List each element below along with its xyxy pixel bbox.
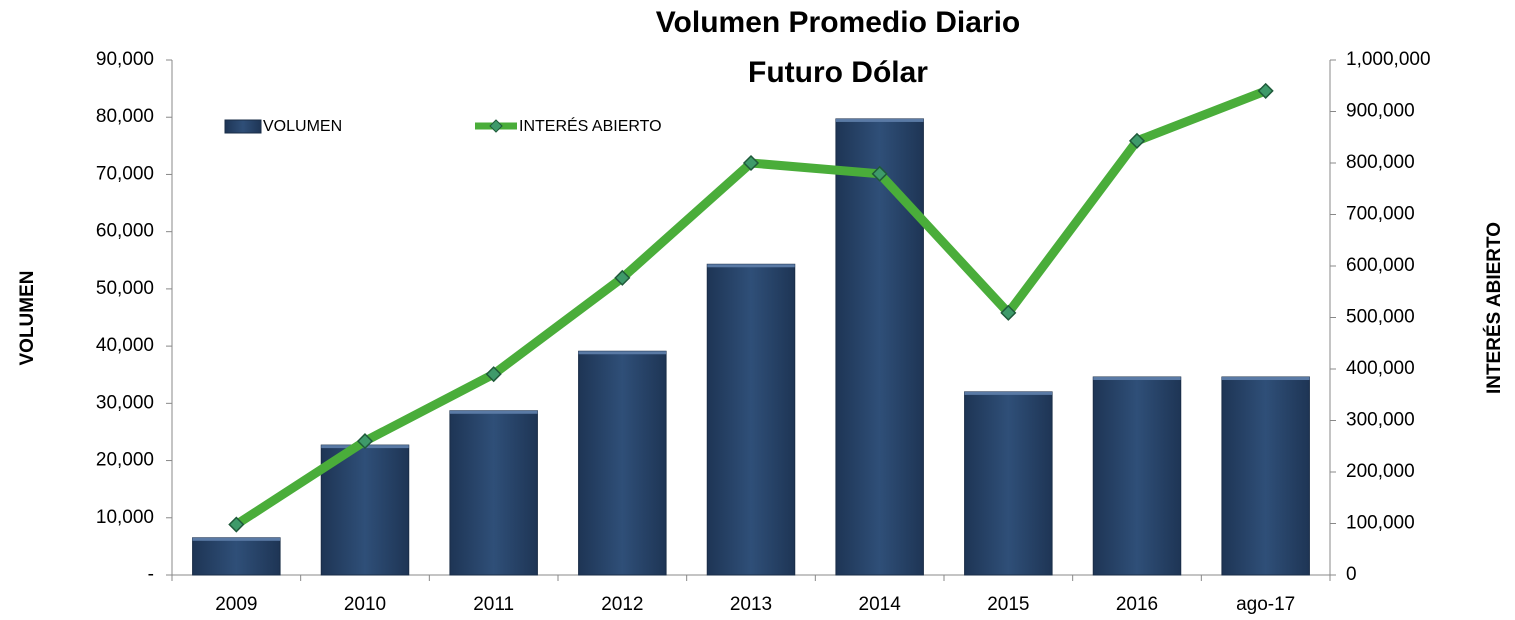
bar [1092, 376, 1182, 576]
y2-tick-label: 500,000 [1346, 307, 1415, 328]
y2-tick-label: 200,000 [1346, 461, 1415, 482]
bar [449, 410, 538, 576]
x-tick-label: 2012 [601, 594, 643, 615]
y2-tick-label: 600,000 [1346, 255, 1415, 276]
y-tick-label: 20,000 [96, 450, 154, 471]
bar [706, 263, 796, 576]
x-tick-label: 2015 [987, 594, 1029, 615]
bar [1221, 376, 1310, 576]
y-tick-label: - [148, 564, 154, 585]
y-tick-label: 30,000 [96, 392, 154, 413]
marker [742, 154, 760, 172]
y2-tick-label: 1,000,000 [1346, 49, 1431, 70]
marker [871, 165, 888, 182]
bar-highlight [449, 410, 538, 414]
bar [578, 350, 667, 576]
marker [228, 516, 245, 533]
y2-tick-label: 0 [1346, 564, 1357, 585]
bar-highlight [835, 118, 924, 122]
y-axis-title: VOLUMEN [17, 271, 38, 366]
legend-marker [489, 119, 503, 133]
y2-tick-label: 800,000 [1346, 152, 1415, 173]
marker [485, 366, 502, 383]
bar-highlight [1221, 377, 1310, 381]
x-tick-label: 2009 [215, 594, 257, 615]
y-tick-label: 70,000 [96, 163, 154, 184]
marker [1000, 304, 1017, 321]
legend-label: INTERÉS ABIERTO [519, 116, 662, 135]
marker [1257, 82, 1274, 99]
chart-title: Volumen Promedio Diario [656, 6, 1021, 39]
y2-tick-label: 900,000 [1346, 101, 1415, 122]
bar-highlight [964, 391, 1053, 395]
x-tick-label: ago-17 [1236, 594, 1295, 615]
bar [192, 537, 281, 576]
bar [835, 118, 924, 576]
y2-tick-label: 700,000 [1346, 204, 1415, 225]
bar-highlight [1093, 377, 1181, 381]
x-tick-label: 2014 [859, 594, 902, 615]
legend-swatch [224, 119, 262, 134]
y-tick-label: 90,000 [96, 49, 154, 70]
x-tick-label: 2011 [473, 594, 514, 615]
y2-tick-label: 300,000 [1346, 410, 1415, 431]
y-tick-label: 60,000 [96, 221, 154, 242]
x-tick-label: 2016 [1116, 594, 1158, 615]
chart-subtitle: Futuro Dólar [748, 56, 928, 89]
y-tick-label: 40,000 [96, 335, 154, 356]
marker [356, 433, 374, 450]
y2-tick-label: 100,000 [1346, 513, 1415, 534]
x-tick-label: 2010 [344, 594, 386, 615]
legend-label: VOLUMEN [263, 118, 342, 135]
bar-highlight [578, 351, 667, 355]
bar [964, 391, 1053, 576]
x-tick-label: 2013 [730, 594, 772, 615]
y2-axis-title: INTERÉS ABIERTO [1483, 222, 1505, 394]
marker [614, 269, 631, 286]
y2-tick-label: 400,000 [1346, 358, 1415, 379]
y-tick-label: 50,000 [96, 278, 154, 299]
bar-highlight [707, 264, 795, 268]
bar-highlight [192, 537, 281, 541]
y-tick-label: 10,000 [96, 507, 154, 528]
y-tick-label: 80,000 [96, 106, 154, 127]
marker [1128, 132, 1146, 149]
